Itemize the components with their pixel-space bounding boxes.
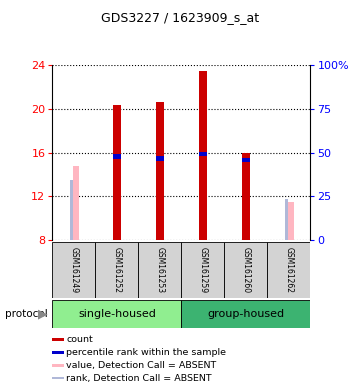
Bar: [242, 157, 250, 162]
Bar: [113, 154, 121, 159]
Bar: [138, 242, 181, 298]
Bar: [181, 300, 310, 328]
Text: GSM161253: GSM161253: [155, 247, 164, 293]
Text: GSM161252: GSM161252: [112, 247, 121, 293]
Text: protocol: protocol: [5, 309, 48, 319]
Bar: [52, 300, 182, 328]
Text: group-housed: group-housed: [207, 309, 284, 319]
Text: GSM161260: GSM161260: [242, 247, 251, 293]
Text: single-housed: single-housed: [78, 309, 156, 319]
Bar: [156, 102, 164, 240]
Text: rank, Detection Call = ABSENT: rank, Detection Call = ABSENT: [66, 374, 212, 383]
Bar: [285, 199, 288, 240]
Text: percentile rank within the sample: percentile rank within the sample: [66, 348, 226, 357]
Bar: [95, 242, 138, 298]
Bar: [73, 166, 79, 240]
Bar: [52, 364, 64, 366]
Bar: [113, 104, 121, 240]
Bar: [242, 152, 250, 240]
Bar: [225, 242, 268, 298]
Text: GDS3227 / 1623909_s_at: GDS3227 / 1623909_s_at: [101, 12, 260, 25]
Text: GSM161262: GSM161262: [284, 247, 293, 293]
Bar: [52, 338, 64, 341]
Bar: [156, 156, 164, 161]
Text: GSM161249: GSM161249: [69, 247, 78, 293]
Bar: [288, 202, 294, 240]
Bar: [70, 180, 73, 240]
Bar: [199, 71, 207, 240]
Bar: [199, 152, 207, 156]
Bar: [52, 377, 64, 379]
Text: ▶: ▶: [38, 307, 47, 320]
Text: count: count: [66, 335, 93, 344]
Text: GSM161259: GSM161259: [199, 247, 208, 293]
Bar: [268, 242, 310, 298]
Bar: [52, 351, 64, 354]
Text: value, Detection Call = ABSENT: value, Detection Call = ABSENT: [66, 361, 217, 370]
Bar: [52, 242, 95, 298]
Bar: [181, 242, 225, 298]
